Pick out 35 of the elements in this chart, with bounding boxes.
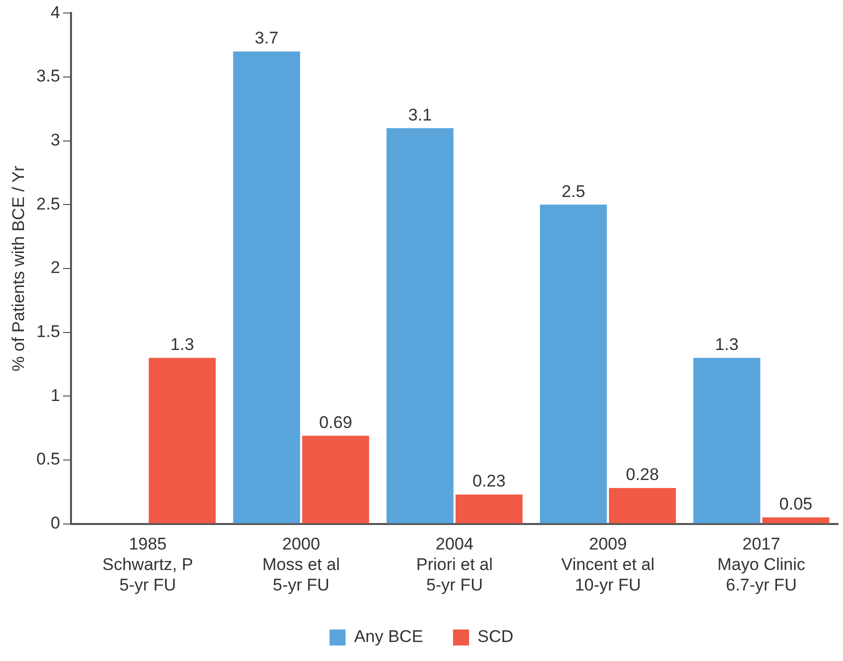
x-tick-label: 2000 Moss et al 5-yr FU — [262, 534, 340, 594]
y-tick-label: 4 — [50, 2, 60, 22]
data-label: 1.3 — [170, 335, 194, 354]
data-label: 1.3 — [714, 335, 739, 354]
bar — [233, 51, 300, 524]
bar — [540, 204, 607, 524]
data-label: 0.23 — [472, 472, 506, 491]
bar — [693, 358, 760, 524]
y-tick-label: 0 — [50, 513, 60, 532]
x-tick-label: 2017 Mayo Clinic 6.7-yr FU — [717, 534, 806, 594]
y-tick-label: 1.5 — [36, 322, 60, 342]
legend-label: Any BCE — [354, 627, 424, 646]
bar — [302, 436, 370, 524]
x-tick-label: 1985 Schwartz, P 5-yr FU — [102, 534, 194, 594]
y-tick-label: 0.5 — [36, 450, 60, 469]
y-tick-label: 2.5 — [36, 194, 60, 214]
bar — [456, 494, 523, 524]
data-label: 3.7 — [254, 28, 278, 48]
y-tick-label: 2 — [50, 258, 60, 278]
data-label: 0.05 — [779, 494, 812, 514]
bar — [148, 358, 216, 524]
y-tick-label: 3.5 — [36, 66, 60, 86]
data-label: 0.69 — [319, 412, 352, 432]
bar — [386, 128, 454, 524]
x-tick-label: 2004 Priori et al 5-yr FU — [416, 534, 493, 594]
y-tick-label: 1 — [50, 386, 60, 405]
data-label: 2.5 — [562, 182, 586, 201]
data-label: 0.28 — [626, 465, 659, 484]
y-tick-label: 3 — [50, 130, 60, 150]
bar — [762, 517, 830, 524]
x-tick-label: 2009 Vincent et al 10-yr FU — [561, 534, 655, 594]
bar — [608, 488, 676, 524]
legend-label: SCD — [478, 627, 514, 646]
y-axis-title: % of Patients with BCE / Yr — [8, 165, 28, 372]
data-label: 3.1 — [408, 105, 432, 124]
